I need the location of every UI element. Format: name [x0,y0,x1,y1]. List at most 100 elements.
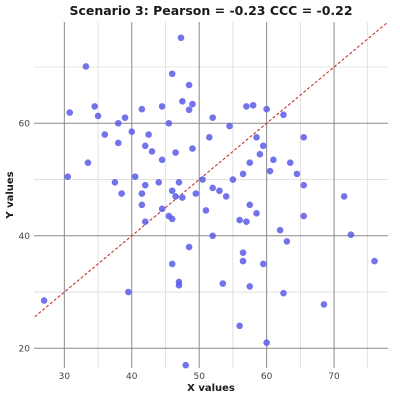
y-axis-label: Y values [5,171,16,219]
data-point [300,134,308,141]
data-point [286,159,294,166]
x-tick-label: 30 [59,372,71,382]
data-point [185,243,193,251]
data-point [263,339,270,346]
y-tick-label: 40 [19,232,31,242]
x-tick-label: 40 [126,372,138,382]
x-tick-labels: 30 40 50 60 70 [59,372,340,382]
data-point [189,145,196,152]
data-point [239,249,247,256]
y-tick-label: 20 [19,344,31,354]
x-axis-label: X values [187,383,235,394]
data-point [219,280,227,287]
data-point [158,103,166,110]
data-point [179,98,186,105]
data-point [64,173,72,181]
data-point [94,112,102,120]
data-point [141,218,149,226]
data-point [177,34,185,42]
data-point [168,70,176,78]
data-point [84,159,92,166]
data-point [239,170,247,178]
x-tick-label: 60 [261,372,273,382]
data-point [222,193,230,200]
data-point [283,238,291,245]
data-point [172,193,179,200]
data-point [253,209,260,217]
chart-title: Scenario 3: Pearson = -0.23 CCC = -0.22 [69,3,352,18]
data-point [91,103,98,110]
data-point [266,167,274,175]
data-point [209,232,216,240]
data-point [226,122,233,130]
data-point [111,179,119,186]
data-point [175,179,183,186]
data-point [168,215,176,223]
data-point [202,207,210,214]
plot-area [34,22,388,368]
data-point [175,281,183,289]
data-point [236,216,243,224]
data-point [101,131,109,138]
data-point [185,106,193,114]
data-point [259,260,267,268]
data-point [249,101,257,109]
data-point [121,114,129,121]
major-gridlines [34,22,388,368]
data-point [192,190,200,197]
x-tick-label: 70 [328,372,340,382]
data-point [182,361,190,369]
data-point [347,231,355,238]
data-point [300,181,308,189]
data-point [179,194,186,201]
data-point [246,283,254,290]
data-point [253,134,260,141]
data-point [172,149,179,156]
data-point [141,142,149,150]
data-point [236,322,243,330]
data-point [243,103,250,110]
data-point [148,148,156,155]
data-point [270,156,277,164]
data-point [128,128,136,136]
data-point [263,105,270,113]
data-point [239,257,247,265]
data-point [340,193,348,200]
data-point [246,201,254,209]
data-point [125,288,132,296]
data-points [40,34,378,369]
data-point [158,156,166,164]
data-point [293,170,301,178]
data-point [189,100,196,108]
data-point [229,176,237,183]
data-point [138,190,146,197]
data-point [40,297,48,304]
data-point [145,131,152,138]
data-point [280,289,287,297]
data-point [300,212,308,220]
data-point [371,257,378,265]
data-point [280,111,287,119]
x-tick-label: 50 [193,372,205,382]
data-point [158,205,166,213]
data-point [276,226,284,234]
data-point [185,81,193,89]
data-point [320,301,328,308]
data-point [256,150,264,158]
data-point [165,119,173,127]
data-point [131,173,139,181]
data-point [216,187,223,195]
data-point [66,109,74,116]
data-point [259,142,267,150]
minor-gridlines [34,22,388,368]
data-point [206,134,213,141]
data-point [82,63,90,70]
data-point [209,184,216,192]
data-point [138,201,146,209]
data-point [114,119,122,127]
data-point [168,187,176,195]
data-point [118,190,125,197]
data-point [138,105,146,113]
data-point [155,179,163,186]
